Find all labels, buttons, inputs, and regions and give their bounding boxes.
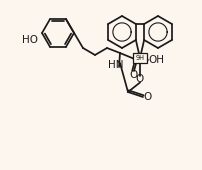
Text: O: O bbox=[136, 74, 144, 84]
Text: ·: · bbox=[119, 42, 123, 55]
Text: HO: HO bbox=[22, 35, 38, 45]
Text: HN: HN bbox=[108, 60, 124, 70]
FancyBboxPatch shape bbox=[133, 53, 147, 63]
Text: O: O bbox=[129, 71, 138, 81]
Text: OH: OH bbox=[148, 55, 164, 65]
Text: 9H: 9H bbox=[136, 55, 144, 61]
Text: O: O bbox=[143, 91, 151, 101]
